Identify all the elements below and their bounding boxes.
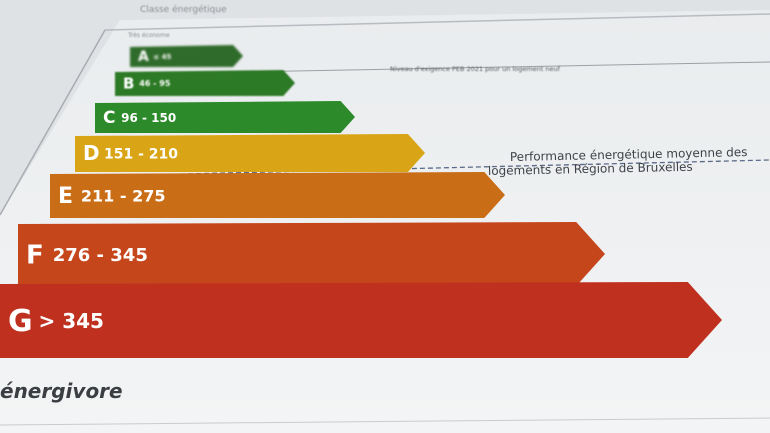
average-annotation-line2: logements en Région de Bruxelles bbox=[488, 160, 693, 178]
class-bar bbox=[0, 282, 722, 358]
requirement-annotation: Niveau d'exigence PEB 2021 pour un logem… bbox=[390, 65, 561, 73]
class-letter: C bbox=[103, 108, 115, 128]
class-bar bbox=[130, 45, 243, 67]
class-letter: D bbox=[83, 141, 100, 165]
class-range: 276 - 345 bbox=[53, 245, 148, 266]
class-bar bbox=[18, 222, 605, 286]
energy-class-e: E 211 - 275 bbox=[50, 172, 505, 218]
class-letter: G bbox=[8, 304, 33, 339]
energy-class-d: D 151 - 210 bbox=[75, 134, 425, 172]
paper-top-shade bbox=[0, 0, 770, 215]
class-bar bbox=[50, 172, 505, 218]
class-bar bbox=[115, 70, 295, 96]
class-range: 211 - 275 bbox=[81, 186, 166, 205]
bottom-label: énergivore bbox=[0, 379, 123, 403]
energy-class-a: A ≤ 45 bbox=[130, 45, 243, 67]
average-annotation-line1: Performance énergétique moyenne des bbox=[510, 145, 748, 164]
class-letter: E bbox=[58, 184, 73, 209]
class-range: ≤ 45 bbox=[153, 53, 171, 61]
class-letter: A bbox=[138, 49, 149, 65]
energy-class-g: G > 345 bbox=[0, 282, 722, 358]
class-range: 96 - 150 bbox=[121, 111, 176, 125]
energy-class-c: C 96 - 150 bbox=[95, 101, 355, 133]
frame-left-border bbox=[0, 29, 106, 216]
energy-class-b: B 46 - 95 bbox=[115, 70, 295, 96]
class-range: 151 - 210 bbox=[104, 147, 178, 163]
class-letter: F bbox=[26, 240, 44, 270]
class-range: > 345 bbox=[39, 309, 104, 333]
class-bar bbox=[95, 101, 355, 133]
frame-top-border bbox=[104, 13, 770, 31]
header-title: Classe énergétique bbox=[140, 4, 227, 15]
requirement-line bbox=[239, 61, 770, 73]
frame-bottom-border bbox=[0, 417, 770, 426]
class-range: 46 - 95 bbox=[139, 79, 171, 88]
class-letter: B bbox=[123, 74, 134, 92]
energy-class-f: F 276 - 345 bbox=[18, 222, 605, 286]
class-bar bbox=[75, 134, 425, 172]
top-label: Très économe bbox=[127, 32, 170, 39]
